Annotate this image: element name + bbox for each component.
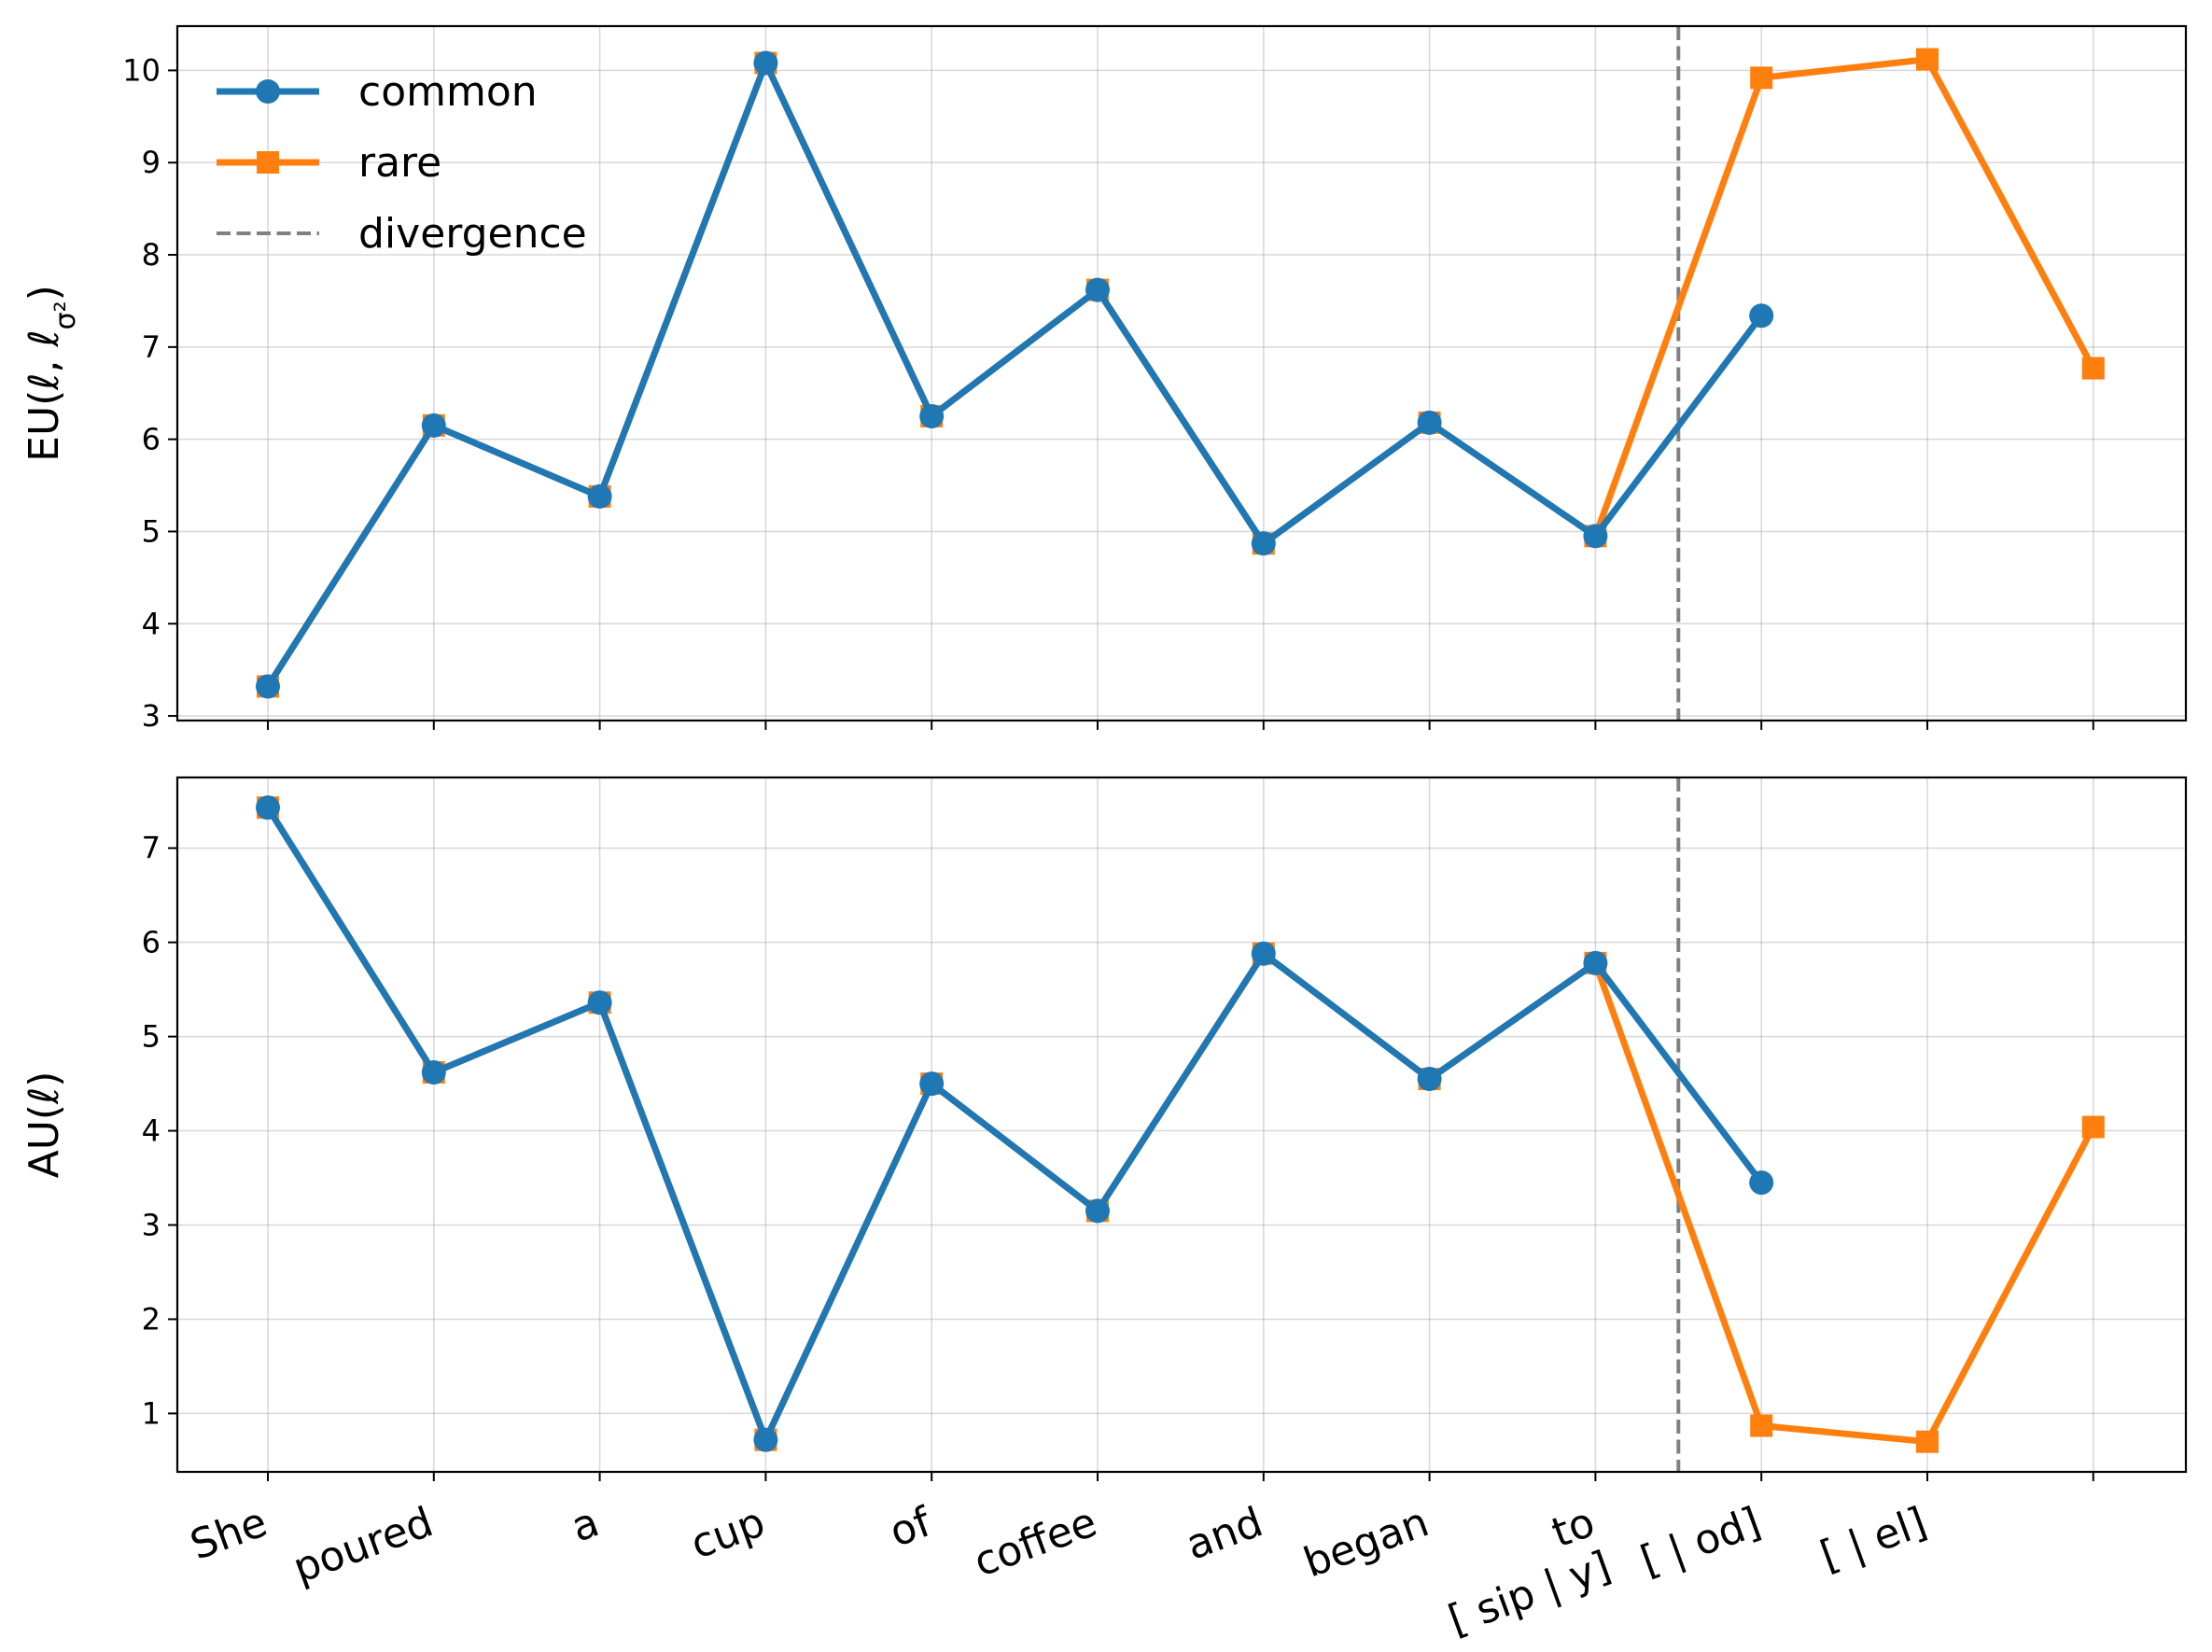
data-point-common bbox=[1085, 1198, 1110, 1224]
data-point-common bbox=[256, 795, 280, 820]
y-tick-label: 6 bbox=[142, 925, 161, 960]
y-tick-label: 7 bbox=[142, 329, 161, 365]
legend-entry-common: common bbox=[217, 68, 538, 116]
data-point-common bbox=[421, 1059, 446, 1085]
data-point-rare bbox=[1750, 66, 1773, 90]
y-tick-label: 1 bbox=[142, 1395, 161, 1431]
y-tick-label: 6 bbox=[142, 422, 161, 457]
y-tick-label: 3 bbox=[142, 1208, 161, 1243]
data-point-common bbox=[1749, 1170, 1774, 1196]
data-point-common bbox=[1251, 941, 1276, 966]
y-tick-label: 7 bbox=[142, 831, 161, 866]
data-point-common bbox=[587, 990, 612, 1015]
y-tick-label: 5 bbox=[142, 513, 161, 549]
y-tick-label: 8 bbox=[142, 237, 161, 273]
data-point-common bbox=[1583, 950, 1608, 975]
y-tick-label: 3 bbox=[142, 698, 161, 734]
y-tick-label: 4 bbox=[142, 606, 161, 641]
data-point-common bbox=[256, 674, 280, 699]
data-point-rare bbox=[1916, 1430, 1939, 1453]
data-point-common bbox=[919, 403, 945, 428]
plot-frame bbox=[175, 24, 2188, 722]
data-point-common bbox=[753, 1427, 778, 1452]
data-point-common bbox=[421, 413, 446, 438]
data-point-common bbox=[1251, 531, 1276, 556]
data-point-common bbox=[1417, 1067, 1442, 1092]
y-axis-label: AU(ℓ) bbox=[21, 1071, 68, 1179]
data-point-common bbox=[587, 483, 612, 509]
series-line-common bbox=[264, 60, 1765, 690]
data-point-common bbox=[1583, 524, 1608, 549]
plot-frame bbox=[175, 776, 2188, 1474]
data-point-common bbox=[753, 50, 778, 76]
y-tick-label: 4 bbox=[142, 1113, 161, 1149]
data-point-rare bbox=[1916, 48, 1939, 71]
series-line-common bbox=[264, 804, 1765, 1444]
panel-eu: 3 4 5 6 7 8 9 10 EU(ℓ, ℓσ²) common rare divergence bbox=[21, 24, 2188, 734]
legend: common rare divergence bbox=[217, 68, 587, 258]
data-point-common bbox=[919, 1071, 945, 1097]
y-tick-label: 10 bbox=[122, 52, 161, 88]
data-point-rare bbox=[1750, 1414, 1773, 1437]
y-axis-label: EU(ℓ, ℓσ²) bbox=[21, 285, 82, 462]
y-tick-label: 5 bbox=[142, 1019, 161, 1055]
legend-entry-rare: rare bbox=[217, 139, 441, 187]
legend-label: divergence bbox=[358, 210, 587, 258]
data-point-common bbox=[1417, 410, 1442, 435]
data-point-rare bbox=[2081, 357, 2105, 380]
data-point-rare bbox=[2081, 1115, 2105, 1139]
data-point-common bbox=[1085, 277, 1110, 302]
legend-marker bbox=[257, 151, 279, 174]
data-point-common bbox=[1749, 303, 1774, 329]
legend-label: rare bbox=[358, 139, 441, 187]
y-tick-label: 2 bbox=[142, 1301, 161, 1337]
legend-entry-divergence: divergence bbox=[217, 210, 587, 258]
legend-label: common bbox=[358, 68, 538, 116]
legend-marker bbox=[256, 79, 280, 104]
y-tick-label: 9 bbox=[142, 145, 161, 180]
